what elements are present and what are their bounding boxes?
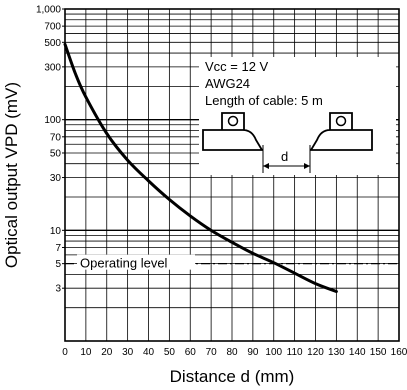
y-tick-label: 300 (44, 62, 61, 73)
y-tick-label: 5 (55, 259, 61, 270)
y-tick-label: 30 (50, 173, 62, 184)
y-tick-labels: 1,000 700 500 300 100 70 50 30 10 7 5 3 (36, 5, 65, 295)
x-tick-label: 140 (349, 347, 366, 358)
y-tick-label: 700 (44, 22, 61, 33)
x-tick-label: 30 (122, 347, 134, 358)
annotation-vcc: Vcc = 12 V (205, 59, 269, 74)
x-tick-label: 20 (101, 347, 113, 358)
gap-arrow-right (304, 163, 310, 169)
x-tick-label: 60 (185, 347, 197, 358)
x-tick-label: 120 (307, 347, 324, 358)
operating-level-label-background (77, 254, 195, 270)
left-sensor-hole (227, 115, 239, 127)
y-axis-title: Optical output VPD (mV) (2, 82, 21, 268)
y-tick-label: 10 (50, 226, 62, 237)
operating-level-reference: Operating level (65, 254, 399, 271)
y-tick-label: 1,000 (36, 5, 61, 16)
x-tick-label: 0 (62, 347, 68, 358)
left-sensor-icon (202, 112, 264, 151)
series-line (63, 42, 338, 294)
y-tick-label: 50 (50, 148, 62, 159)
gap-arrow-left (263, 163, 269, 169)
x-tick-label: 50 (164, 347, 176, 358)
sensor-diagram: Vcc = 12 V AWG24 Length of cable: 5 m d (199, 57, 396, 175)
x-tick-label: 100 (265, 347, 282, 358)
x-tick-label: 160 (391, 347, 407, 358)
x-tick-label: 40 (143, 347, 155, 358)
y-tick-label: 70 (50, 132, 62, 143)
operating-level-label: Operating level (80, 256, 168, 271)
series (63, 42, 338, 294)
annotation-cable-gauge: AWG24 (205, 76, 250, 91)
y-tick-label: 100 (44, 115, 61, 126)
annotation-cable-length: Length of cable: 5 m (205, 93, 323, 108)
right-sensor-hole (335, 115, 347, 127)
x-axis-title: Distance d (mm) (170, 367, 295, 386)
x-tick-label: 150 (370, 347, 387, 358)
x-tick-label: 90 (247, 347, 259, 358)
y-tick-label: 7 (55, 243, 61, 254)
x-tick-label: 10 (80, 347, 92, 358)
right-sensor-icon (309, 112, 373, 151)
x-tick-labels: 0 10 20 30 40 50 60 70 80 90 100 110 120 130 140 150 160 (62, 347, 407, 358)
x-tick-label: 80 (226, 347, 238, 358)
x-tick-label: 130 (328, 347, 345, 358)
plot-frame (64, 8, 400, 342)
y-tick-label: 3 (55, 284, 61, 295)
y-tick-label: 500 (44, 38, 61, 49)
x-tick-label: 110 (287, 347, 303, 358)
gap-label: d (281, 149, 288, 164)
x-tick-label: 70 (206, 347, 218, 358)
